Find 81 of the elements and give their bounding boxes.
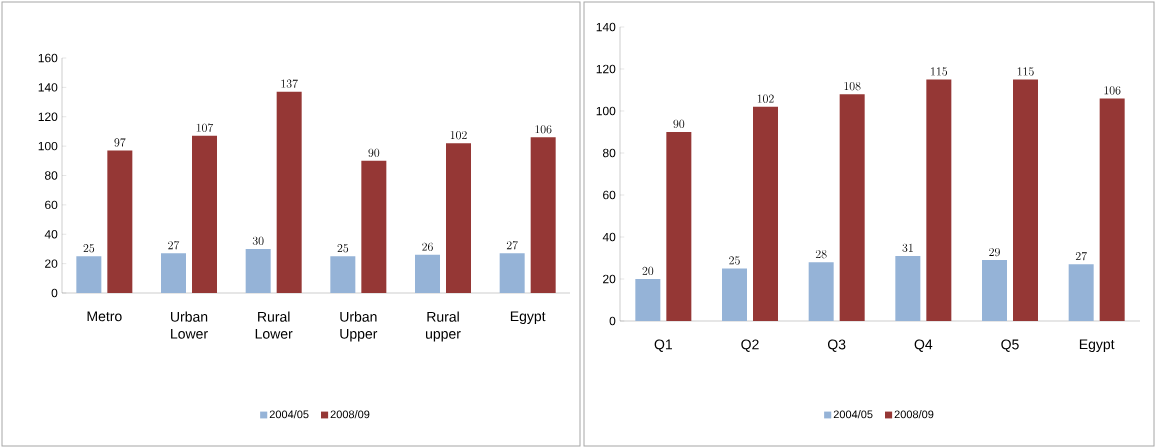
bar: [895, 255, 921, 321]
data-label: 27: [506, 241, 518, 250]
y-tick-label: 140: [596, 22, 616, 32]
x-tick-label: Urban Lower: [171, 311, 208, 339]
bar: [161, 253, 187, 293]
data-label: 106: [535, 125, 552, 134]
data-label: 102: [450, 131, 467, 140]
y-tick-label: 60: [603, 190, 616, 200]
y-tick-label: 80: [602, 148, 616, 158]
bar: [926, 79, 952, 321]
y-tick-label: 100: [596, 106, 616, 116]
bar: [982, 260, 1008, 321]
bar: [1068, 264, 1094, 321]
bar: [530, 137, 556, 293]
x-tick-label: Urban Upper: [340, 311, 378, 342]
y-tick-label: 20: [603, 274, 616, 284]
bar: [808, 262, 834, 321]
data-label: 90: [673, 119, 685, 129]
bar: [446, 143, 472, 293]
data-label: 115: [1017, 67, 1034, 76]
bar: [839, 94, 865, 321]
y-tick-label: 40: [602, 232, 616, 242]
bar: [753, 106, 779, 321]
data-label: 30: [252, 236, 264, 245]
bar: [192, 135, 218, 293]
data-label: 102: [757, 94, 774, 103]
legend-label: 2008/09: [894, 410, 934, 419]
x-tick-label: Q4: [914, 339, 933, 352]
bar: [499, 253, 525, 293]
y-tick-label: 140: [38, 83, 58, 92]
data-label: 25: [83, 244, 95, 253]
x-tick-label: Rural Lower: [255, 311, 293, 339]
bar: [330, 256, 356, 293]
data-label: 137: [281, 79, 298, 88]
y-tick-label: 120: [38, 112, 58, 121]
bar: [276, 91, 302, 293]
bar: [361, 160, 387, 293]
y-tick-label: 160: [38, 53, 58, 63]
x-tick-label: Q3: [827, 339, 846, 352]
data-label: 27: [168, 241, 180, 250]
bar: [722, 268, 747, 321]
x-tick-label: Metro: [87, 311, 122, 322]
data-label: 28: [815, 250, 827, 259]
y-tick-label: 0: [609, 316, 616, 326]
bar: [635, 279, 661, 321]
x-tick-label: Q2: [741, 339, 759, 352]
bar: [666, 132, 692, 321]
data-label: 29: [989, 247, 1000, 257]
x-tick-label: Q1: [654, 339, 672, 352]
x-tick-label: Q5: [1001, 339, 1019, 352]
legend-label: 2004/05: [269, 410, 309, 419]
data-label: 20: [642, 266, 654, 276]
y-tick-label: 80: [44, 171, 58, 180]
x-tick-label: Egypt: [510, 311, 546, 324]
bar: [107, 150, 133, 293]
data-label: 27: [1075, 251, 1087, 261]
data-label: 115: [931, 67, 948, 76]
data-label: 25: [337, 244, 349, 253]
data-label: 107: [196, 123, 214, 132]
legend-label: 2008/09: [330, 410, 370, 419]
bar: [415, 254, 440, 293]
data-label: 97: [114, 138, 126, 147]
y-tick-label: 0: [51, 288, 58, 298]
x-tick-label: Rural upper: [426, 311, 461, 342]
y-tick-label: 40: [44, 230, 58, 239]
y-tick-label: 100: [38, 141, 58, 151]
bar: [76, 256, 102, 293]
y-tick-label: 20: [45, 259, 58, 268]
x-tick-label: Egypt: [1079, 339, 1115, 352]
y-tick-label: 120: [596, 64, 616, 74]
data-label: 108: [844, 82, 861, 91]
data-label: 106: [1104, 86, 1121, 95]
bar: [1013, 79, 1038, 321]
bar: [245, 248, 271, 293]
data-label: 25: [729, 256, 740, 265]
data-label: 90: [368, 148, 380, 157]
legend-label: 2004/05: [833, 410, 873, 419]
data-label: 31: [902, 243, 913, 252]
bar: [1099, 98, 1125, 321]
y-tick-label: 60: [45, 200, 58, 210]
data-label: 26: [422, 242, 433, 251]
